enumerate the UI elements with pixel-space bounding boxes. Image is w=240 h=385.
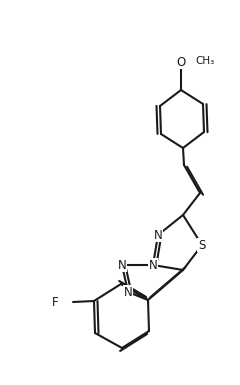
Text: N: N	[118, 258, 126, 271]
Text: S: S	[198, 238, 206, 251]
Text: F: F	[52, 296, 58, 308]
Text: CH₃: CH₃	[195, 56, 214, 66]
Text: N: N	[124, 286, 132, 298]
Text: N: N	[149, 258, 157, 271]
Text: N: N	[154, 229, 162, 241]
Text: O: O	[176, 55, 186, 69]
